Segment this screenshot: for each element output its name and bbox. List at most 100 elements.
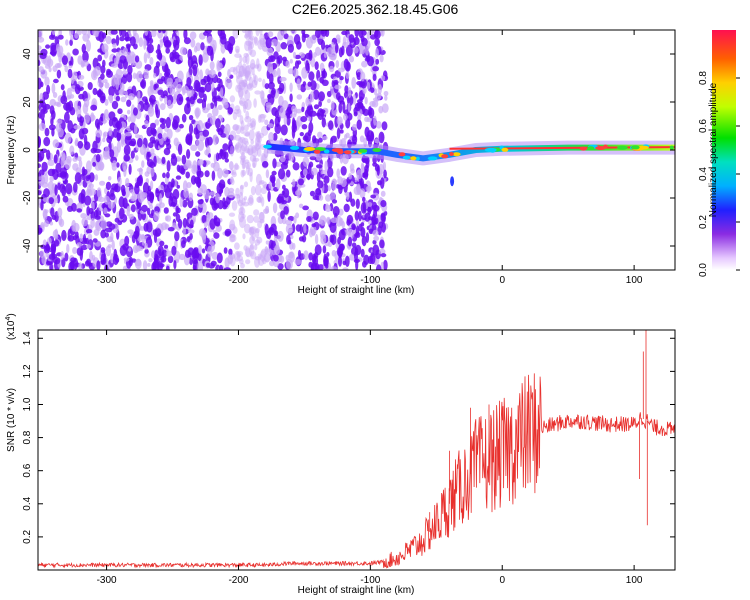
- heatmap-cell: [74, 137, 79, 147]
- heatmap-cell: [201, 248, 206, 254]
- heatmap-cell: [327, 241, 333, 247]
- heatmap-cell: [123, 144, 131, 156]
- heatmap-cell: [296, 187, 301, 199]
- heatmap-cell: [85, 175, 90, 182]
- heatmap-cell: [154, 249, 159, 262]
- y-tick-label: 1.4: [22, 331, 33, 345]
- heatmap-cell: [108, 86, 115, 97]
- heatmap-cell: [166, 77, 174, 86]
- heatmap-cell: [123, 154, 130, 162]
- heatmap-cell: [109, 149, 115, 158]
- heatmap-cell: [222, 143, 229, 151]
- colorbar-tick-label: 0.6: [698, 119, 709, 133]
- heatmap-cell: [123, 165, 127, 178]
- heatmap-cell: [343, 91, 349, 99]
- heatmap-cell: [374, 138, 380, 144]
- heatmap-cell: [380, 30, 385, 37]
- heatmap-cell: [244, 89, 251, 101]
- heatmap-cell: [219, 32, 227, 40]
- heatmap-cell: [366, 130, 374, 142]
- heatmap-cell: [195, 108, 200, 119]
- heatmap-cell: [323, 175, 330, 184]
- heatmap-cell: [76, 242, 82, 248]
- heatmap-cell: [291, 105, 296, 113]
- heatmap-cell: [203, 75, 209, 83]
- heatmap-cell: [339, 129, 344, 134]
- heatmap-cell: [250, 59, 256, 70]
- heatmap-cell: [347, 236, 353, 247]
- heatmap-cell: [130, 150, 135, 159]
- heatmap-cell: [90, 104, 98, 111]
- heatmap-cell: [211, 170, 216, 181]
- heatmap-cell: [372, 66, 379, 72]
- heatmap-cell: [249, 235, 255, 245]
- heatmap-cell: [136, 219, 141, 227]
- heatmap-cell: [157, 263, 165, 268]
- heatmap-cell: [173, 94, 178, 100]
- heatmap-cell: [147, 207, 151, 216]
- heatmap-cell: [326, 47, 333, 57]
- heatmap-cell: [217, 71, 222, 78]
- heatmap-cell: [198, 54, 203, 66]
- heatmap-cell: [294, 259, 302, 265]
- heatmap-cell: [315, 187, 322, 196]
- ridge-blob: [579, 146, 588, 151]
- heatmap-cell: [87, 233, 93, 241]
- heatmap-cell: [44, 127, 50, 137]
- heatmap-cell: [281, 200, 288, 205]
- heatmap-cell: [120, 135, 125, 148]
- heatmap-cell: [55, 43, 61, 53]
- heatmap-cell: [134, 258, 142, 270]
- heatmap-cell: [287, 43, 294, 53]
- heatmap-cell: [235, 84, 242, 93]
- heatmap-cell: [115, 78, 120, 90]
- heatmap-cell: [364, 116, 370, 123]
- heatmap-cell: [370, 87, 375, 93]
- heatmap-cell: [179, 55, 184, 62]
- heatmap-cell: [218, 264, 224, 270]
- heatmap-cell: [232, 111, 238, 121]
- heatmap-cell: [238, 61, 243, 68]
- heatmap-cell: [217, 104, 223, 111]
- heatmap-cell: [261, 99, 265, 106]
- heatmap-cell: [155, 61, 160, 69]
- y-tick-label: 0.8: [22, 430, 33, 444]
- heatmap-cell: [222, 168, 229, 178]
- heatmap-cell: [144, 120, 149, 128]
- heatmap-cell: [178, 123, 184, 129]
- heatmap-cell: [321, 79, 329, 87]
- heatmap-cell: [223, 127, 228, 135]
- heatmap-cell: [112, 146, 119, 159]
- heatmap-cell: [105, 245, 112, 257]
- heatmap-cell: [56, 102, 62, 108]
- line-y-ticks: 0.2 0.4 0.6 0.8 1.0 1.2 1.4: [22, 331, 675, 544]
- heatmap-cell: [237, 137, 244, 149]
- heatmap-cell: [47, 181, 54, 191]
- heatmap-cell: [336, 37, 341, 43]
- heatmap-cell: [245, 40, 252, 46]
- ridge-blob: [449, 152, 454, 156]
- heatmap-cell: [204, 170, 210, 178]
- heatmap-cell: [88, 172, 95, 183]
- heatmap-cell: [322, 135, 328, 141]
- heatmap-cell: [185, 133, 193, 145]
- heatmap-cell: [319, 109, 326, 114]
- heatmap-cell: [372, 244, 380, 256]
- heatmap-cell: [183, 188, 189, 199]
- heatmap-cell: [177, 143, 183, 155]
- heatmap-cell: [90, 147, 97, 154]
- heatmap-cell: [314, 61, 319, 70]
- heatmap-cell: [124, 135, 132, 146]
- heatmap-cell: [308, 252, 314, 261]
- heatmap-cell: [167, 99, 172, 106]
- heatmap-cell: [329, 65, 335, 73]
- heatmap-cell: [289, 82, 293, 93]
- heatmap-cell: [119, 207, 125, 220]
- heatmap-cell: [343, 58, 349, 70]
- heatmap-cell: [279, 82, 285, 93]
- x-tick-label: -100: [360, 575, 380, 586]
- heatmap-cell: [301, 106, 305, 113]
- heatmap-cell: [253, 37, 259, 46]
- heatmap-cell: [253, 215, 260, 223]
